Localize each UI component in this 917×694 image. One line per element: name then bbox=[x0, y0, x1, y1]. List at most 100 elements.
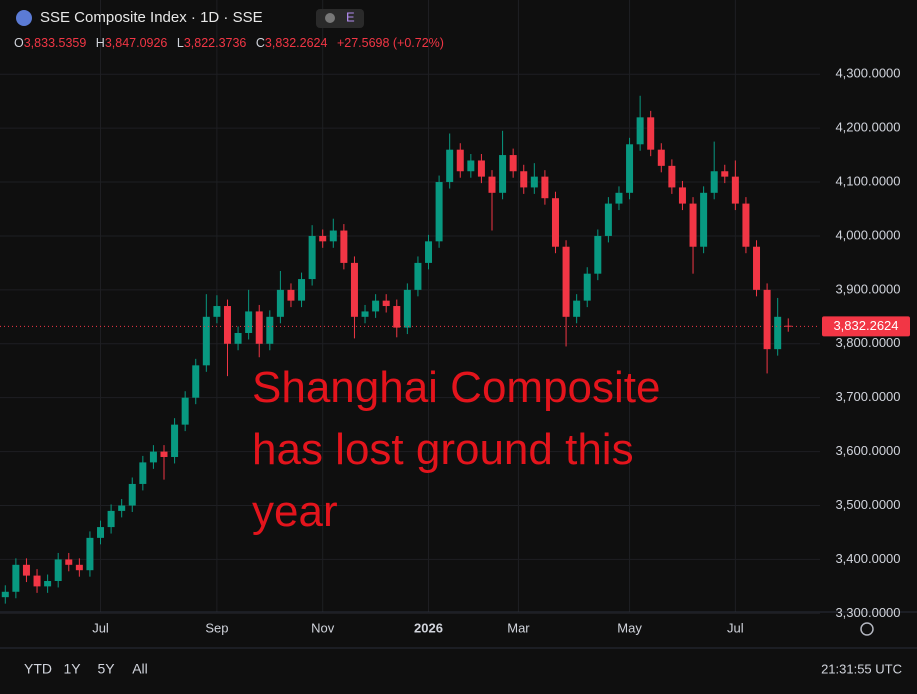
y-tick-label: 3,700.0000 bbox=[835, 389, 900, 404]
footer: YTD 1Y 5Y All bbox=[24, 661, 148, 677]
y-tick-label: 3,800.0000 bbox=[835, 335, 900, 350]
candles bbox=[0, 95, 820, 604]
y-tick-label: 3,500.0000 bbox=[835, 497, 900, 512]
candle-body bbox=[403, 289, 411, 328]
candle-body bbox=[255, 311, 263, 344]
candle-body bbox=[382, 300, 390, 307]
candle-body bbox=[551, 198, 559, 247]
candle-body bbox=[181, 397, 189, 425]
range-button[interactable]: All bbox=[132, 661, 148, 677]
candle-body bbox=[276, 289, 284, 317]
y-tick-label: 3,400.0000 bbox=[835, 551, 900, 566]
candle-body bbox=[139, 462, 147, 484]
y-tick-label: 3,900.0000 bbox=[835, 281, 900, 296]
candle-body bbox=[308, 235, 316, 280]
candle-body bbox=[287, 289, 295, 301]
last-price-label: 3,832.2624 bbox=[833, 318, 898, 333]
candle-body bbox=[12, 564, 20, 592]
x-tick-label: 2026 bbox=[414, 620, 443, 635]
grid bbox=[0, 0, 820, 614]
candle-body bbox=[202, 316, 210, 366]
candle-body bbox=[223, 306, 231, 344]
range-button[interactable]: YTD bbox=[24, 661, 52, 677]
y-tick-label: 4,300.0000 bbox=[835, 66, 900, 81]
candle-body bbox=[192, 365, 200, 398]
candle-body bbox=[245, 311, 253, 333]
candle-body bbox=[22, 564, 30, 576]
candle-body bbox=[530, 176, 538, 188]
candle-body bbox=[562, 246, 570, 317]
candle-body bbox=[541, 176, 549, 199]
x-tick-label: Nov bbox=[311, 620, 335, 635]
candle-body bbox=[710, 171, 718, 193]
last-price-tag bbox=[822, 316, 910, 337]
candle-body bbox=[657, 149, 665, 166]
candle-body bbox=[75, 564, 83, 571]
range-button[interactable]: 1Y bbox=[63, 661, 81, 677]
x-tick-label: Jul bbox=[727, 620, 744, 635]
y-tick-label: 4,100.0000 bbox=[835, 173, 900, 188]
candle-body bbox=[425, 241, 433, 263]
candle-body bbox=[340, 230, 348, 263]
candle-body bbox=[467, 160, 475, 172]
ohlc-value: 3,833.5359 bbox=[24, 36, 87, 50]
candle-body bbox=[149, 451, 157, 463]
candle-body bbox=[118, 505, 126, 511]
candle-body bbox=[774, 316, 782, 350]
candle-body bbox=[742, 203, 750, 247]
x-tick-label: Mar bbox=[507, 620, 530, 635]
candle-body bbox=[509, 155, 517, 172]
annotation: Shanghai Composite has lost ground this ye… bbox=[252, 363, 660, 536]
ohlc-line: O3,833.5359 H3,847.0926 L3,822.3736 C3,8… bbox=[14, 36, 444, 50]
candle-body bbox=[583, 273, 591, 301]
candle-body bbox=[456, 149, 464, 172]
candle-body bbox=[298, 279, 306, 301]
candle-body bbox=[668, 165, 676, 188]
candle-body bbox=[319, 235, 327, 242]
candle-body bbox=[594, 235, 602, 274]
candle-body bbox=[689, 203, 697, 247]
candle-body bbox=[626, 144, 634, 193]
badge-dot bbox=[325, 13, 335, 23]
candle-body bbox=[234, 332, 242, 344]
candle-body bbox=[33, 575, 41, 587]
y-tick-label: 4,200.0000 bbox=[835, 120, 900, 135]
x-tick-label: Sep bbox=[205, 620, 228, 635]
candle-body bbox=[171, 424, 179, 457]
badge: E bbox=[346, 9, 355, 24]
candle-body bbox=[446, 149, 454, 183]
ohlc-value: 3,822.3736 bbox=[184, 36, 247, 50]
ohlc-label: O bbox=[14, 36, 24, 50]
ohlc-label: C bbox=[256, 36, 265, 50]
candle-body bbox=[477, 160, 485, 177]
clock: 21:31:55 UTC bbox=[821, 661, 902, 676]
candle-body bbox=[573, 300, 581, 317]
candle-body bbox=[499, 155, 507, 193]
settings-icon[interactable] bbox=[860, 622, 874, 636]
range-button[interactable]: 5Y bbox=[97, 661, 115, 677]
x-tick-label: May bbox=[617, 620, 642, 635]
y-tick-label: 3,600.0000 bbox=[835, 443, 900, 458]
candle-body bbox=[700, 192, 708, 247]
candle-body bbox=[86, 537, 94, 571]
candle-body bbox=[329, 230, 337, 242]
candle-body bbox=[731, 176, 739, 204]
candle-body bbox=[414, 262, 422, 290]
ohlc-value: 3,847.0926 bbox=[105, 36, 168, 50]
symbol-icon bbox=[16, 10, 32, 26]
ohlc-label: H bbox=[96, 36, 105, 50]
candle-body bbox=[160, 451, 168, 457]
candle-body bbox=[1, 591, 9, 598]
candle-body bbox=[520, 171, 528, 188]
candle-body bbox=[361, 311, 369, 317]
ohlc-label: L bbox=[177, 36, 184, 50]
badge-box[interactable] bbox=[316, 9, 364, 28]
y-tick-label: 3,300.0000 bbox=[835, 605, 900, 620]
x-tick-label: Jul bbox=[92, 620, 109, 635]
candle-body bbox=[54, 559, 62, 581]
candle-body bbox=[213, 306, 221, 317]
candle-body bbox=[107, 510, 115, 528]
candle-body bbox=[128, 483, 136, 506]
